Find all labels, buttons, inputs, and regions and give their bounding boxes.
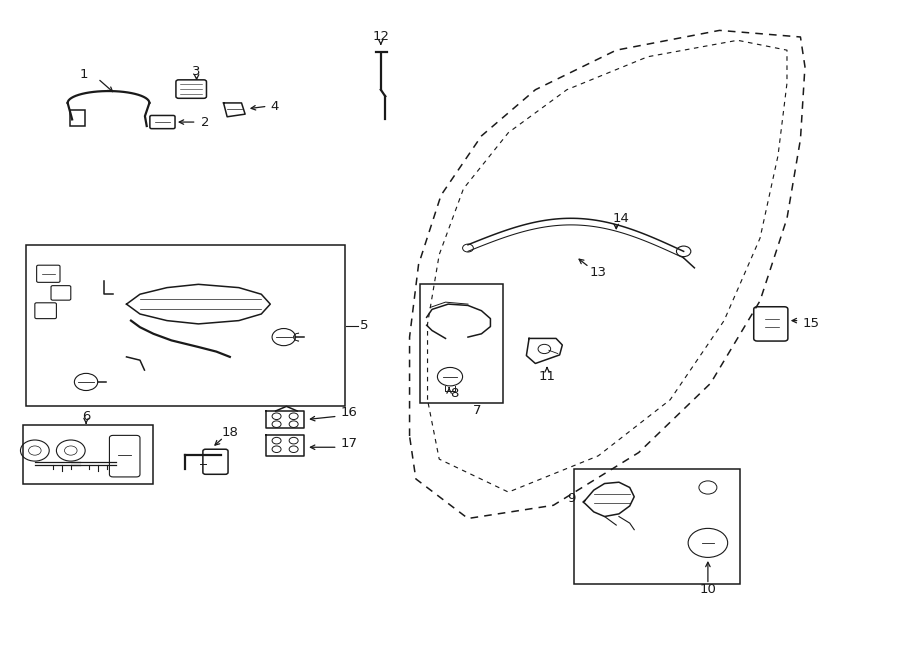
Text: 18: 18	[221, 426, 239, 440]
Text: 14: 14	[612, 212, 629, 225]
Text: 17: 17	[340, 438, 357, 450]
Text: 16: 16	[340, 407, 357, 420]
Text: 8: 8	[450, 387, 459, 401]
Bar	[26, 245, 345, 407]
Text: 3: 3	[193, 65, 201, 78]
Text: 7: 7	[472, 405, 482, 418]
Text: 2: 2	[202, 116, 210, 128]
Text: 12: 12	[373, 30, 390, 44]
Bar	[23, 426, 154, 484]
Text: 10: 10	[699, 582, 716, 596]
Text: 11: 11	[538, 370, 555, 383]
Text: 4: 4	[271, 100, 279, 113]
Text: 6: 6	[82, 410, 90, 423]
Text: 15: 15	[802, 317, 819, 330]
Bar	[420, 284, 503, 403]
Text: 5: 5	[360, 319, 369, 332]
Bar	[70, 110, 85, 126]
Text: 13: 13	[590, 266, 607, 279]
Text: 1: 1	[79, 68, 87, 81]
Bar	[574, 469, 741, 584]
Text: 9: 9	[567, 492, 576, 505]
